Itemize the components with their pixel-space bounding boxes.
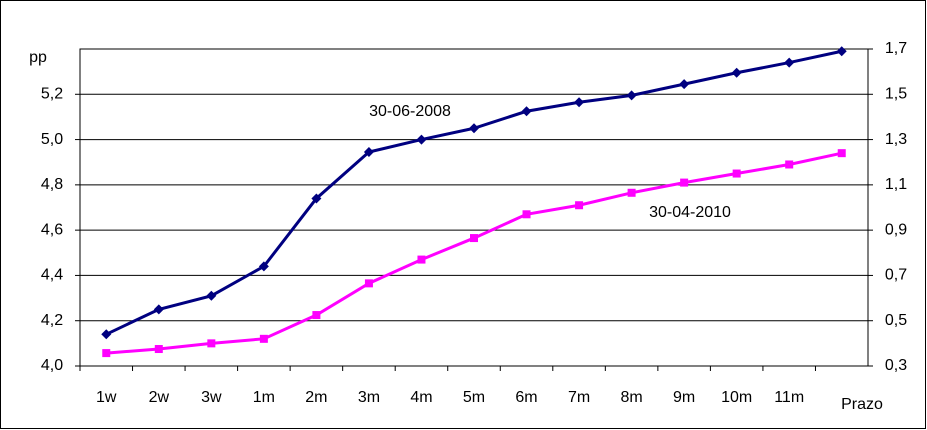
x-tick-label: 3m [358,389,380,406]
y2-tick-label: 0,9 [885,221,907,238]
marker [731,67,742,78]
marker [785,160,794,169]
marker [311,193,322,204]
marker [363,147,374,158]
x-tick-label: 1m [253,389,275,406]
marker [732,169,741,178]
x-tick-label: 9m [673,389,695,406]
x-axis-label: Prazo [841,396,883,413]
marker [101,329,112,340]
y-tick-label: 4,0 [41,357,63,374]
y-axis-label: pp [29,49,47,66]
y-tick-label: 4,8 [41,176,63,193]
y2-tick-label: 0,7 [885,267,907,284]
marker [207,339,216,348]
marker [469,123,479,134]
x-tick-label: 2w [149,389,170,406]
marker [312,311,321,320]
plot-border [79,48,869,367]
marker [102,349,111,358]
series-label: 30-06-2008 [369,103,451,120]
marker [680,178,689,187]
marker [258,261,269,272]
x-tick-label: 2m [305,389,327,406]
marker [259,334,268,343]
series-label: 30-04-2010 [649,204,731,221]
y-tick-label: 5,0 [41,131,63,148]
marker [626,90,637,101]
marker [627,188,636,197]
marker [522,210,531,219]
marker [153,304,164,315]
y2-tick-label: 1,7 [885,40,907,57]
marker [521,106,532,117]
marker [679,79,690,90]
x-tick-label: 5m [463,389,485,406]
y-tick-label: 4,4 [41,267,63,284]
marker [154,345,163,354]
marker [784,57,795,68]
x-tick-label: 6m [515,389,537,406]
x-tick-label: 8m [620,389,642,406]
y2-tick-label: 1,5 [885,86,907,103]
x-tick-label: 10m [721,389,752,406]
marker [837,149,846,158]
y2-tick-label: 0,5 [885,312,907,329]
marker [470,234,478,243]
y2-tick-label: 1,1 [885,176,907,193]
y2-tick-label: 1,3 [885,131,907,148]
marker [206,290,217,301]
x-tick-label: 7m [568,389,590,406]
marker [364,279,373,288]
x-tick-label: 1w [96,389,117,406]
marker [574,97,585,108]
y2-tick-label: 0,3 [885,357,907,374]
x-tick-label: 11m [774,389,804,406]
marker [417,255,426,264]
y-tick-label: 4,2 [41,312,63,329]
x-tick-label: 4m [410,389,432,406]
marker [575,201,584,210]
x-tick-label: 3w [201,389,222,406]
marker [836,46,847,57]
y-tick-label: 5,2 [41,86,63,103]
y-tick-label: 4,6 [41,221,63,238]
marker [416,134,427,145]
